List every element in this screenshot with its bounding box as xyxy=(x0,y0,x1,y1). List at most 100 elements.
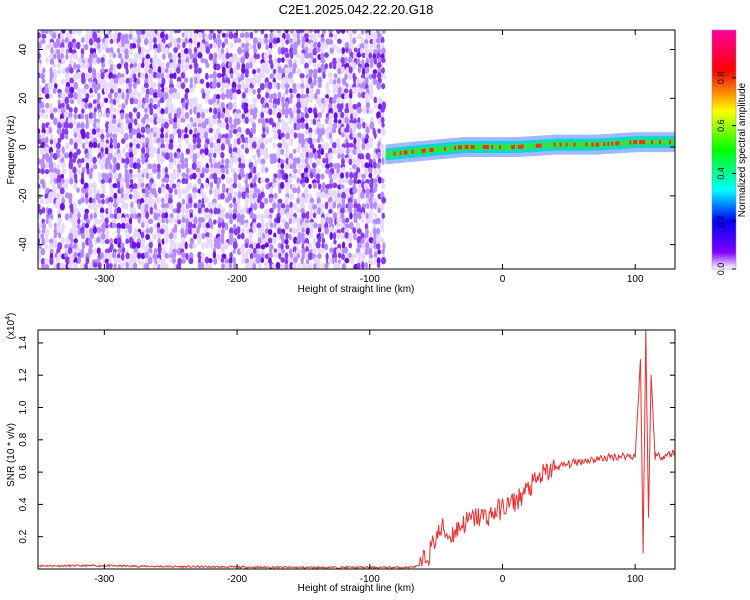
spectrogram-cell xyxy=(81,232,86,240)
signal-band-inner xyxy=(583,141,586,148)
spectrogram-cell xyxy=(173,241,177,250)
spectrogram-cell xyxy=(157,246,163,254)
spectrogram-cell xyxy=(203,131,209,140)
spectrogram-cell xyxy=(245,136,249,145)
spectrogram-cell xyxy=(80,197,85,204)
spectrogram-cell xyxy=(320,247,325,253)
spectrogram-cell xyxy=(80,252,85,259)
spectrogram-cell xyxy=(100,30,105,34)
spectrogram-cell xyxy=(220,92,226,101)
spectrogram-cell xyxy=(341,241,346,250)
spectrogram-cell xyxy=(109,186,114,195)
spectrogram-cell xyxy=(38,87,41,94)
spectrogram-cell xyxy=(372,238,377,245)
spectrogram-cell xyxy=(131,43,137,49)
spectrogram-cell xyxy=(69,67,74,74)
spectrogram-cell xyxy=(38,32,41,39)
spectrogram-cell xyxy=(77,57,83,64)
spectrogram-cell xyxy=(320,191,326,199)
spectrogram-cell xyxy=(305,87,310,95)
signal-band-inner xyxy=(529,143,532,150)
spectrogram-cell xyxy=(300,117,305,124)
spectrogram-cell xyxy=(228,31,234,40)
spectrogram-cell xyxy=(352,83,357,89)
spectrogram-cell xyxy=(72,41,78,49)
spectrogram-cell xyxy=(184,112,190,120)
spectrogram-cell xyxy=(72,52,79,61)
spectrogram-cell xyxy=(189,237,195,245)
spectrogram-cell xyxy=(308,88,314,94)
spectrogram-cell xyxy=(55,142,61,150)
spectrogram-cell xyxy=(289,128,295,135)
spectrogram-cell xyxy=(92,164,98,170)
spectrogram-cell xyxy=(172,252,177,258)
spectrogram-cell xyxy=(288,67,294,74)
spectrogram-cell xyxy=(220,167,226,174)
spectrogram-cell xyxy=(316,253,322,259)
spectrogram-frame xyxy=(37,29,676,270)
spectrogram-cell xyxy=(152,97,158,103)
spectrogram-ytick-label: -40 xyxy=(18,237,29,252)
spectrogram-cell xyxy=(272,108,277,116)
spectrogram-cell xyxy=(345,217,350,223)
spectrogram-cell xyxy=(208,127,214,134)
spectrogram-cell xyxy=(336,57,341,64)
spectrogram-cell xyxy=(344,41,350,50)
spectrogram-cell xyxy=(352,227,357,235)
spectrogram-cell xyxy=(292,256,298,264)
spectrogram-cell xyxy=(194,67,198,75)
signal-band-inner xyxy=(387,151,390,158)
spectrogram-cell xyxy=(51,32,57,39)
spectrogram-cell xyxy=(264,137,269,145)
spectrogram-cell xyxy=(221,221,226,229)
signal-band-inner xyxy=(545,142,548,149)
spectrogram-cell xyxy=(381,67,385,74)
spectrogram-cell xyxy=(221,41,226,49)
spectrogram-cell xyxy=(136,132,142,140)
spectrogram-cell xyxy=(38,92,42,99)
spectrogram-cell xyxy=(301,212,307,220)
spectrogram-cell xyxy=(73,62,77,70)
spectrogram-cell xyxy=(229,157,235,166)
signal-band-inner xyxy=(599,141,602,148)
spectrogram-cell xyxy=(200,217,205,224)
spectrogram-cell xyxy=(353,233,358,241)
spectrogram-cell xyxy=(125,261,129,269)
spectrogram-cell xyxy=(376,62,382,69)
spectrogram-cell xyxy=(50,47,54,55)
spectrogram-cell xyxy=(140,72,145,79)
spectrogram-cell xyxy=(88,38,94,46)
spectrogram-cell xyxy=(128,33,133,40)
spectrogram-cell xyxy=(297,168,302,175)
spectrogram-cell xyxy=(216,107,222,114)
spectrogram-cell xyxy=(72,166,77,174)
spectrogram-cell xyxy=(164,106,169,115)
signal-band-inner xyxy=(549,141,552,148)
spectrogram-cell xyxy=(161,202,167,209)
spectrogram-cell xyxy=(299,73,305,79)
spectrogram-cell xyxy=(262,127,266,134)
spectrogram-cell xyxy=(217,193,221,201)
spectrogram-cell xyxy=(372,37,377,45)
spectrogram-cell xyxy=(104,217,109,225)
spectrogram-cell xyxy=(149,206,154,215)
spectrogram-cell xyxy=(69,99,75,105)
spectrogram-cell xyxy=(157,87,161,94)
spectrogram-cell xyxy=(230,123,234,130)
spectrogram-cell xyxy=(48,102,53,110)
spectrogram-cell xyxy=(284,87,289,95)
spectrogram-cell xyxy=(263,52,269,60)
spectrogram-cell xyxy=(109,237,114,245)
spectrogram-cell xyxy=(304,157,309,165)
spectrogram-cell xyxy=(295,248,301,256)
spectrogram-cell xyxy=(56,222,62,228)
spectrogram-cell xyxy=(332,126,337,134)
spectrogram-cell xyxy=(348,242,353,249)
spectrogram-cell xyxy=(301,227,305,234)
spectrogram-cell xyxy=(149,152,154,158)
spectrogram-cell xyxy=(236,62,241,70)
signal-band-peak xyxy=(641,140,644,145)
spectrogram-cell xyxy=(99,128,105,134)
spectrogram-cell xyxy=(41,222,47,230)
spectrogram-cell xyxy=(284,113,289,119)
